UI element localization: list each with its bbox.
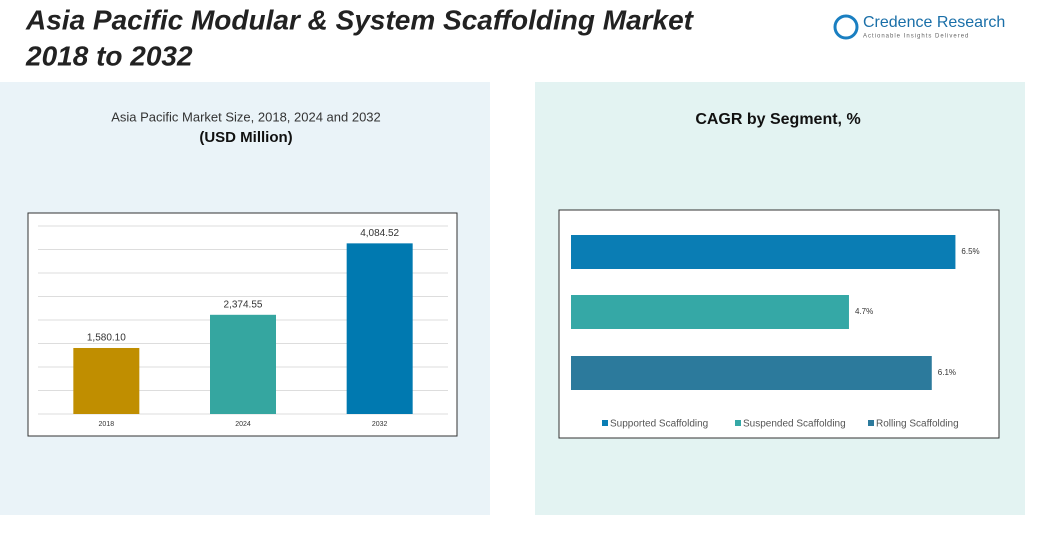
data-label: 4.7%: [855, 307, 873, 316]
page-title: Asia Pacific Modular & System Scaffoldin…: [25, 4, 695, 35]
page-title: 2018 to 2032: [25, 40, 193, 71]
legend-swatch: [602, 420, 608, 426]
bar: [571, 295, 849, 329]
x-tick-label: 2032: [372, 421, 388, 428]
bar: [73, 347, 140, 414]
logo-tagline: Actionable Insights Delivered: [863, 34, 969, 40]
chart-subtitle: (USD Million): [199, 129, 292, 146]
legend-label: Suspended Scaffolding: [743, 419, 846, 430]
logo-name: Credence Research: [863, 14, 1005, 31]
logo: Credence Research Actionable Insights De…: [833, 14, 1005, 40]
legend-swatch: [868, 420, 874, 426]
bar: [346, 243, 413, 414]
x-tick-label: 2024: [235, 421, 251, 428]
bar: [571, 356, 932, 390]
x-tick-label: 2018: [99, 421, 115, 428]
chart-title: Asia Pacific Market Size, 2018, 2024 and…: [111, 109, 381, 124]
chart-title: CAGR by Segment, %: [695, 111, 860, 128]
bar: [571, 235, 956, 269]
legend-label: Rolling Scaffolding: [876, 419, 959, 430]
legend-label: Supported Scaffolding: [610, 419, 708, 430]
bar: [210, 314, 276, 414]
data-label: 4,084.52: [360, 228, 399, 239]
data-label: 1,580.10: [87, 333, 126, 344]
data-label: 2,374.55: [224, 299, 263, 310]
legend-swatch: [735, 420, 741, 426]
data-label: 6.5%: [961, 247, 979, 256]
logo-icon: [833, 14, 859, 40]
data-label: 6.1%: [938, 368, 956, 377]
